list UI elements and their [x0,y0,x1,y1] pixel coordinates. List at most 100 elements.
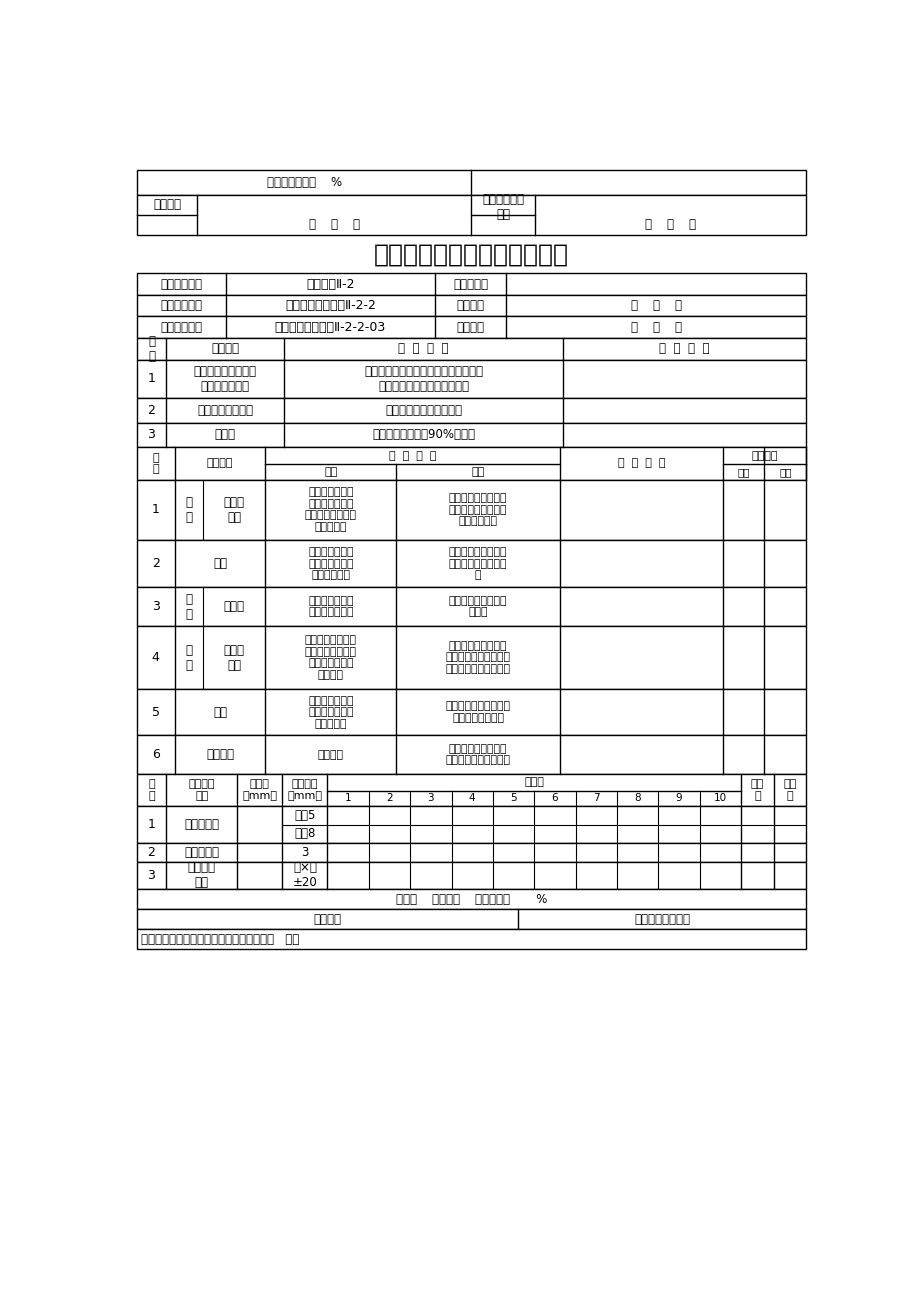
Bar [137,448,805,479]
Text: 1: 1 [147,818,155,831]
Text: 结构基本符合设
计，外观基本平
整，裂缝较少: 结构基本符合设 计，外观基本平 整，裂缝较少 [308,547,353,581]
Bar [137,844,805,862]
Text: 大面平整，空鼓
裂缝少，涂料基
本均匀，无掉粉、
起皮现象。: 大面平整，空鼓 裂缝少，涂料基 本均匀，无掉粉、 起皮现象。 [304,487,357,533]
Text: 5: 5 [510,793,516,803]
Text: 井房工程单元工程质量评定表: 井房工程单元工程质量评定表 [374,242,568,267]
Text: 屋
面: 屋 面 [185,592,192,621]
Text: 优良: 优良 [471,467,484,477]
Bar [137,862,805,889]
Text: 10: 10 [713,793,726,803]
Text: 2: 2 [152,557,160,570]
Text: 合格: 合格 [323,467,337,477]
Text: 允许偏差
项目: 允许偏差 项目 [188,779,215,801]
Text: 墙面垂直度: 墙面垂直度 [184,846,219,859]
Text: 2: 2 [386,793,392,803]
Text: 大面平整，空鼓、
裂缝不多于一处，
涂料无掉粉、起
皮现象。: 大面平整，空鼓、 裂缝不多于一处， 涂料无掉粉、起 皮现象。 [304,635,357,680]
Text: 门窗安装: 门窗安装 [206,749,233,762]
Text: 项
次: 项 次 [153,453,159,474]
Text: 室
内: 室 内 [185,643,192,672]
Text: 单位工程名称: 单位工程名称 [160,277,202,290]
Text: 长×宽
±20: 长×宽 ±20 [292,862,317,889]
Text: 半固定式喷灌井房Ⅱ-2-2-03: 半固定式喷灌井房Ⅱ-2-2-03 [275,320,386,333]
Bar [137,889,805,909]
Text: 半固定式喷灌井房Ⅱ-2-2: 半固定式喷灌井房Ⅱ-2-2 [285,299,376,312]
Bar [137,479,805,540]
Text: 单元工程名称: 单元工程名称 [160,320,202,333]
Text: 安装牢固，细部结构
处理好: 安装牢固，细部结构 处理好 [448,596,506,617]
Text: 井房工程Ⅱ-2: 井房工程Ⅱ-2 [306,277,355,290]
Text: 年    月    日: 年 月 日 [630,320,681,333]
Bar [137,587,805,626]
Text: 混水8: 混水8 [294,827,315,840]
Text: 实测值: 实测值 [524,777,544,788]
Text: 4: 4 [469,793,475,803]
Text: 6: 6 [551,793,558,803]
Text: 项
次: 项 次 [148,779,154,801]
Text: 1: 1 [152,503,160,516]
Text: 质量等级: 质量等级 [751,450,777,461]
Text: 1: 1 [345,793,351,803]
Text: 6: 6 [152,749,160,762]
Text: 保证项目全部符合质量标准，基本项目检查   项，: 保证项目全部符合质量标准，基本项目检查 项， [142,932,300,945]
Text: 检  验  记  录: 检 验 记 录 [618,458,664,469]
Bar [137,736,805,773]
Text: 分部工程名称: 分部工程名称 [160,299,202,312]
Text: 室
外: 室 外 [185,496,192,523]
Text: 建设（监理）
单位: 建设（监理） 单位 [482,193,524,221]
Text: 墙面平整度: 墙面平整度 [184,818,219,831]
Text: 结构符合设计，外观
平整，无裂缝破损现
象: 结构符合设计，外观 平整，无裂缝破损现 象 [448,547,506,581]
Text: 3: 3 [147,428,155,441]
Bar [137,773,805,806]
Bar [137,294,805,316]
Text: 必须具有出厂合格证和试验报告单，必
须符合施工规范和有关规定。: 必须具有出厂合格证和试验报告单，必 须符合施工规范和有关规定。 [364,365,482,393]
Text: 泵房结构
尺寸: 泵房结构 尺寸 [187,862,216,889]
Text: 干容重合格率大于90%以上。: 干容重合格率大于90%以上。 [371,428,474,441]
Text: 4: 4 [152,651,160,664]
Text: 墙面及
涂料: 墙面及 涂料 [223,496,244,523]
Text: 施工单位: 施工单位 [153,198,181,211]
Text: 检验日期: 检验日期 [456,299,484,312]
Text: 强度必须达到设计强度。: 强度必须达到设计强度。 [384,404,461,417]
Text: 回填土: 回填土 [214,428,235,441]
Bar [137,359,805,398]
Text: 墙面及
涂料: 墙面及 涂料 [223,643,244,672]
Text: 7: 7 [593,793,599,803]
Bar [137,423,805,448]
Text: 开启灵活: 开启灵活 [317,750,344,759]
Text: 质  量  标  准: 质 量 标 准 [398,342,448,355]
Bar [137,171,805,195]
Text: 3: 3 [427,793,434,803]
Text: 开启灵活，玻璃、油
漆、小五金符合要求。: 开启灵活，玻璃、油 漆、小五金符合要求。 [445,743,510,766]
Text: 彩钢瓦: 彩钢瓦 [223,600,244,613]
Text: 合格
率: 合格 率 [783,779,796,801]
Text: 面平，无空鼓裂缝，
涂料均匀，无掉粉起
皮流坠现象。: 面平，无空鼓裂缝， 涂料均匀，无掉粉起 皮流坠现象。 [448,493,506,526]
Text: 面平，光洁，无空鼓、
裂缝、起砂现象。: 面平，光洁，无空鼓、 裂缝、起砂现象。 [445,702,510,723]
Bar [137,806,805,844]
Text: 3: 3 [147,868,155,881]
Text: 面平，光洁，无空鼓
裂缝，涂料色泽均匀，
无掉粉起皮流坠现象。: 面平，光洁，无空鼓 裂缝，涂料色泽均匀， 无掉粉起皮流坠现象。 [445,641,510,674]
Text: 优良: 优良 [778,467,790,477]
Text: 共检测    点，合格    点；合格率       %: 共检测 点，合格 点；合格率 % [395,893,547,906]
Text: 允许偏差
（mm）: 允许偏差 （mm） [287,779,322,801]
Bar [137,195,805,234]
Text: 地面: 地面 [213,706,227,719]
Text: 1: 1 [147,372,155,385]
Text: 设计值
（mm）: 设计值 （mm） [243,779,278,801]
Text: 评定日期: 评定日期 [456,320,484,333]
Text: 年    月    日: 年 月 日 [630,299,681,312]
Text: 项
次: 项 次 [148,335,154,363]
Bar [137,909,805,930]
Text: 单元工程质量等级: 单元工程质量等级 [633,913,689,926]
Bar [137,540,805,587]
Text: 合格: 合格 [737,467,749,477]
Text: 3: 3 [301,846,308,859]
Text: 2: 2 [147,404,155,417]
Text: 3: 3 [152,600,160,613]
Text: 散水: 散水 [213,557,227,570]
Bar [137,273,805,294]
Text: 检  验  记  录: 检 验 记 录 [659,342,709,355]
Text: 2: 2 [147,846,155,859]
Bar [137,930,805,949]
Text: 清水5: 清水5 [294,809,315,822]
Text: 8: 8 [634,793,641,803]
